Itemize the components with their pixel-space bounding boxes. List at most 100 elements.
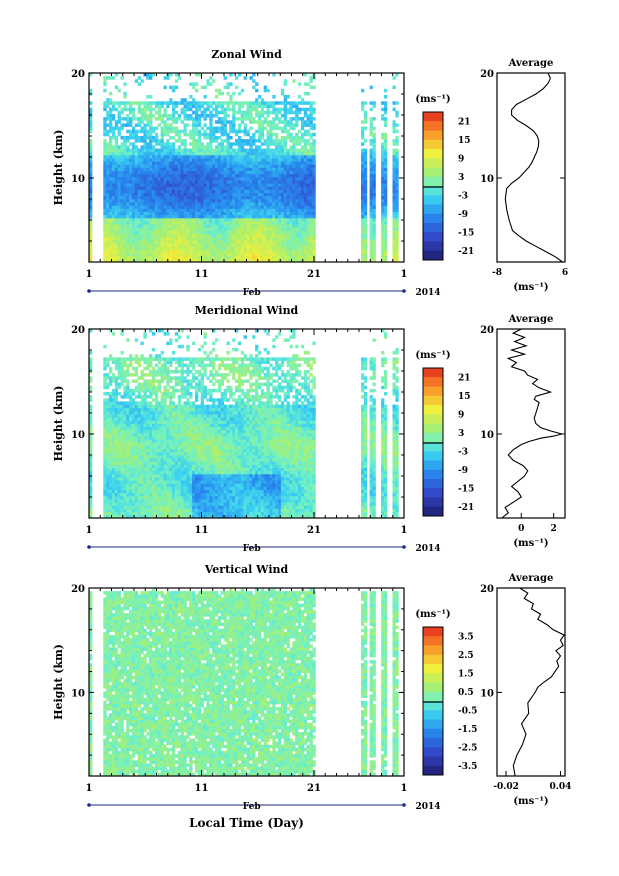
heatmap-cell: [289, 236, 293, 241]
heatmap-cell: [114, 139, 119, 143]
heatmap-cell: [203, 208, 207, 212]
heatmap-cell: [306, 170, 310, 175]
heatmap-cell: [195, 82, 199, 86]
heatmap-cell: [372, 173, 376, 178]
heatmap-cell: [309, 236, 313, 241]
heatmap-cell: [183, 154, 187, 159]
heatmap-cell: [260, 164, 265, 168]
heatmap-cell: [203, 85, 207, 90]
heatmap-cell: [195, 252, 199, 257]
heatmap-cell: [137, 120, 141, 124]
heatmap-cell: [132, 202, 136, 206]
heatmap-cell: [152, 246, 156, 250]
heatmap-cell: [103, 505, 107, 509]
heatmap-cell: [157, 240, 161, 244]
heatmap-cell: [200, 101, 204, 105]
heatmap-cell: [243, 76, 247, 80]
heatmap-cell: [363, 202, 368, 206]
heatmap-cell: [180, 170, 184, 175]
heatmap-cell: [272, 158, 276, 162]
heatmap-cell: [166, 227, 170, 231]
heatmap-cell: [109, 461, 113, 465]
heatmap-cell: [106, 243, 110, 247]
heatmap-cell: [246, 148, 250, 153]
heatmap-cell: [292, 186, 296, 190]
heatmap-cell: [195, 123, 199, 127]
heatmap-cell: [157, 107, 161, 112]
heatmap-cell: [129, 499, 133, 503]
heatmap-cell: [280, 236, 285, 241]
heatmap-cell: [114, 379, 119, 383]
heatmap-cell: [106, 252, 110, 257]
heatmap-cell: [103, 379, 107, 383]
heatmap-cell: [140, 258, 144, 263]
heatmap-cell: [132, 252, 136, 257]
heatmap-cell: [312, 173, 316, 178]
heatmap-cell: [275, 202, 279, 206]
heatmap-cell: [249, 170, 253, 175]
heatmap-cell: [212, 129, 216, 134]
heatmap-cell: [195, 233, 199, 238]
heatmap-cell: [189, 114, 193, 118]
heatmap-cell: [306, 230, 310, 234]
heatmap-cell: [157, 202, 161, 206]
heatmap-cell: [192, 227, 196, 231]
heatmap-cell: [197, 236, 202, 241]
heatmap-cell: [263, 117, 267, 121]
heatmap-cell: [149, 483, 153, 487]
heatmap-cell: [149, 120, 153, 124]
heatmap-cell: [200, 114, 204, 118]
heatmap-cell: [143, 139, 147, 143]
heatmap-cell: [289, 126, 293, 131]
heatmap-cell: [226, 233, 230, 238]
heatmap-cell: [286, 205, 290, 209]
heatmap-cell: [280, 211, 285, 216]
heatmap-cell: [278, 161, 282, 165]
heatmap-cell: [120, 101, 124, 105]
heatmap-cell: [280, 148, 285, 153]
heatmap-cell: [143, 217, 147, 222]
heatmap-cell: [303, 227, 308, 231]
heatmap-cell: [240, 142, 245, 146]
heatmap-cell: [286, 255, 290, 260]
heatmap-cell: [169, 243, 173, 247]
heatmap-cell: [109, 395, 113, 399]
heatmap-cell: [237, 224, 242, 228]
colorbar-segment: [423, 158, 443, 168]
heatmap-cell: [114, 363, 119, 368]
heatmap-cell: [140, 255, 144, 260]
heatmap-cell: [235, 227, 239, 231]
heatmap-cell: [152, 492, 156, 497]
heatmap-cell: [249, 120, 253, 124]
heatmap-cell: [300, 217, 305, 222]
heatmap-cell: [280, 252, 285, 257]
heatmap-cell: [237, 258, 242, 263]
heatmap-cell: [109, 246, 113, 250]
heatmap-cell: [111, 233, 116, 238]
heatmap-cell: [137, 511, 141, 516]
heatmap-cell: [152, 221, 156, 225]
heatmap-cell: [217, 151, 222, 156]
heatmap-cell: [174, 243, 179, 247]
heatmap-cell: [249, 101, 253, 105]
heatmap-cell: [126, 388, 130, 393]
heatmap-cell: [152, 180, 156, 184]
heatmap-cell: [381, 189, 385, 194]
heatmap-cell: [258, 129, 262, 134]
heatmap-cell: [266, 123, 270, 127]
heatmap-cell: [220, 211, 224, 216]
heatmap-cell: [132, 492, 136, 497]
heatmap-cell: [149, 445, 153, 450]
heatmap-cell: [143, 183, 147, 187]
heatmap-cell: [223, 85, 227, 90]
heatmap-cell: [180, 208, 184, 212]
heatmap-cell: [117, 401, 121, 405]
heatmap-cell: [143, 246, 147, 250]
heatmap-cell: [203, 255, 207, 260]
heatmap-cell: [143, 252, 147, 257]
heatmap-cell: [240, 180, 245, 184]
heatmap-cell: [226, 120, 230, 124]
heatmap-cell: [177, 136, 182, 140]
heatmap-cell: [154, 249, 159, 253]
heatmap-cell: [280, 243, 285, 247]
